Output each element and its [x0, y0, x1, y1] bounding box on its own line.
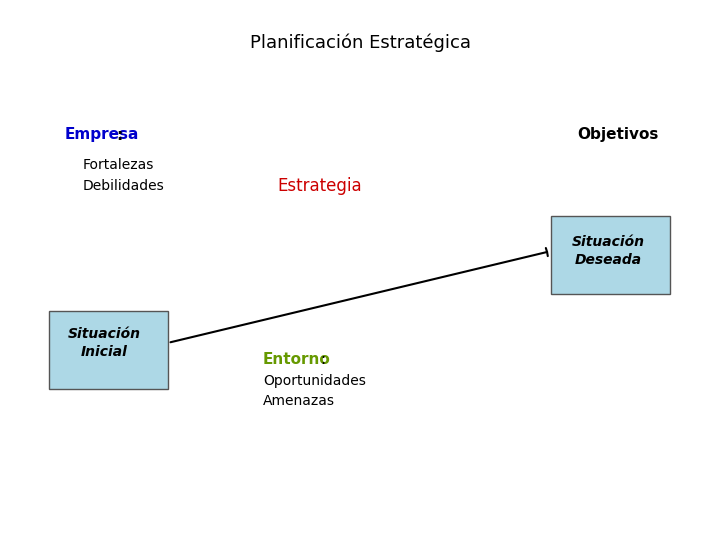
Text: Fortalezas: Fortalezas — [83, 158, 154, 172]
Text: Estrategia: Estrategia — [277, 177, 362, 195]
FancyBboxPatch shape — [49, 310, 168, 389]
Text: Situación
Inicial: Situación Inicial — [68, 327, 141, 359]
Text: :: : — [117, 127, 123, 143]
Text: Situación
Deseada: Situación Deseada — [572, 235, 645, 267]
Text: Objetivos: Objetivos — [577, 127, 659, 143]
Text: Empresa: Empresa — [65, 127, 139, 143]
FancyBboxPatch shape — [551, 216, 670, 294]
Text: Amenazas: Amenazas — [263, 394, 335, 408]
Text: Planificación Estratégica: Planificación Estratégica — [250, 34, 470, 52]
Text: Oportunidades: Oportunidades — [263, 374, 366, 388]
Text: Entorno: Entorno — [263, 352, 330, 367]
Text: :: : — [320, 352, 325, 367]
Text: Debilidades: Debilidades — [83, 179, 165, 193]
